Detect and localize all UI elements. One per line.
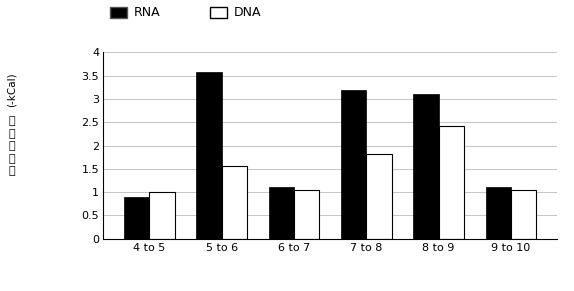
Bar bbox=[366, 154, 391, 239]
Text: (-kCal): (-kCal) bbox=[6, 73, 17, 107]
Bar bbox=[341, 90, 366, 239]
Text: 结
构
稳
定
性: 结 构 稳 定 性 bbox=[8, 116, 15, 176]
Bar bbox=[124, 197, 149, 239]
Bar bbox=[413, 94, 439, 239]
Bar bbox=[149, 192, 174, 239]
Bar bbox=[196, 72, 222, 239]
Bar bbox=[439, 126, 464, 239]
Bar bbox=[511, 190, 536, 239]
Legend: RNA, DNA: RNA, DNA bbox=[110, 6, 261, 19]
Bar bbox=[222, 166, 247, 239]
Bar bbox=[294, 190, 319, 239]
Bar bbox=[269, 187, 294, 239]
Bar bbox=[486, 187, 511, 239]
